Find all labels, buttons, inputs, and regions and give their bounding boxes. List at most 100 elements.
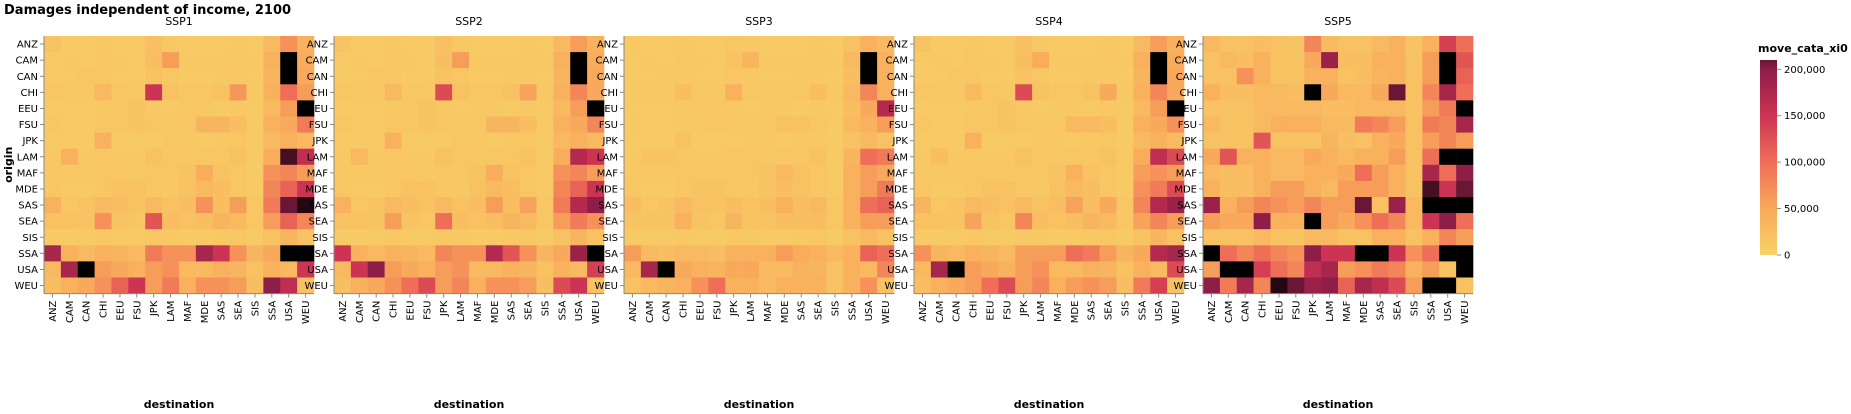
heatmap-cell	[930, 84, 949, 101]
heatmap-cell	[195, 52, 214, 69]
x-tick-label: JPK	[1308, 300, 1319, 317]
heatmap-cell	[418, 84, 436, 101]
heatmap-cell	[998, 68, 1016, 85]
heatmap-cell	[367, 148, 385, 166]
heatmap-cell	[60, 52, 79, 69]
heatmap-cell	[587, 132, 605, 149]
heatmap-cell	[469, 132, 487, 149]
heatmap-cell	[1321, 36, 1339, 53]
heatmap-cell	[111, 245, 129, 262]
panel-ssp1: SSP1 ANZ CAM CAN CHI EEU FSU JPK LAM MAF MDE SAS SEA…	[14, 15, 315, 411]
heatmap-cell	[128, 36, 146, 53]
heatmap-cell	[930, 68, 949, 85]
heatmap-cell	[1203, 52, 1221, 69]
heatmap-cell	[792, 100, 810, 117]
heatmap-cell	[1304, 245, 1322, 262]
heatmap-cell	[640, 100, 659, 117]
heatmap-cell	[60, 100, 79, 117]
x-tick-label: MAF	[1342, 300, 1353, 321]
heatmap-cell	[485, 213, 504, 230]
heatmap-cell	[1270, 36, 1288, 53]
heatmap-cell	[280, 68, 298, 85]
heatmap-cell	[350, 229, 369, 246]
heatmap-cell	[1082, 68, 1100, 85]
heatmap-cell	[860, 116, 878, 133]
heatmap-cell	[775, 213, 794, 230]
x-tick-label: LAM	[746, 301, 757, 322]
heatmap-cell	[1253, 261, 1271, 278]
heatmap-cell	[947, 116, 965, 133]
heatmap-cell	[384, 277, 402, 294]
heatmap-cell	[1099, 245, 1117, 262]
heatmap-cell	[367, 68, 385, 85]
legend-tick-label: 200,000	[1784, 65, 1825, 76]
heatmap-cell	[1253, 52, 1271, 69]
heatmap-cell	[1203, 277, 1221, 294]
heatmap-cell	[981, 148, 999, 166]
heatmap-cell	[1065, 245, 1084, 262]
heatmap-cell	[914, 68, 932, 85]
heatmap-cell	[964, 245, 982, 262]
heatmap-cell	[452, 116, 470, 133]
heatmap-cell	[1065, 180, 1084, 198]
heatmap-cell	[553, 261, 571, 278]
heatmap-cell	[179, 164, 197, 182]
heatmap-cell	[435, 116, 453, 133]
heatmap-cell	[145, 164, 163, 182]
heatmap-cell	[826, 148, 844, 166]
heatmap-cell	[1422, 213, 1440, 230]
x-tick-label: SIS	[1120, 301, 1131, 317]
heatmap-cell	[536, 229, 554, 246]
heatmap-cell	[280, 277, 298, 294]
heatmap-cell	[1354, 52, 1373, 69]
heatmap-cell	[297, 52, 315, 69]
heatmap-cell	[401, 229, 419, 246]
heatmap-cell	[930, 180, 949, 198]
heatmap-cell	[826, 100, 844, 117]
heatmap-cell	[570, 213, 588, 230]
heatmap-cell	[1236, 116, 1254, 133]
heatmap-cell	[843, 116, 861, 133]
heatmap-cell	[775, 36, 794, 53]
heatmap-cell	[1032, 116, 1050, 133]
heatmap-cell	[1405, 245, 1423, 262]
x-tick-label: CHI	[969, 301, 980, 318]
heatmap-cell	[1253, 213, 1271, 230]
heatmap-cell	[60, 132, 79, 149]
heatmap-cell	[570, 68, 588, 85]
heatmap-cell	[624, 100, 642, 117]
heatmap-cell	[1203, 213, 1221, 230]
heatmap-cell	[843, 180, 861, 198]
heatmap-cell	[162, 68, 180, 85]
heatmap-cell	[1422, 261, 1440, 278]
heatmap-cell	[44, 84, 62, 101]
heatmap-cell	[759, 84, 777, 101]
heatmap-cell	[1167, 148, 1185, 166]
heatmap-cell	[111, 132, 129, 149]
heatmap-cell	[435, 213, 453, 230]
heatmap-cell	[60, 261, 79, 278]
heatmap-cell	[998, 245, 1016, 262]
heatmap-cell	[195, 116, 214, 133]
heatmap-cell	[145, 229, 163, 246]
y-tick-label: JPK	[21, 136, 38, 147]
heatmap-cell	[674, 277, 692, 294]
heatmap-cell	[674, 52, 692, 69]
heatmap-cell	[1116, 68, 1134, 85]
heatmap-cell	[1032, 36, 1050, 53]
heatmap-cell	[792, 52, 810, 69]
heatmap-cell	[843, 229, 861, 246]
heatmap-cell	[384, 180, 402, 198]
heatmap-cell	[263, 261, 281, 278]
heatmap-cell	[350, 116, 369, 133]
heatmap-cell	[860, 164, 878, 182]
heatmap-cell	[657, 148, 675, 166]
heatmap-cell	[964, 36, 982, 53]
heatmap-cell	[691, 213, 709, 230]
heatmap-cell	[1099, 277, 1117, 294]
heatmap-cell	[1015, 116, 1033, 133]
heatmap-cell	[1304, 36, 1322, 53]
heatmap-cell	[1270, 245, 1288, 262]
x-tick-label: SEA	[234, 300, 245, 320]
heatmap-cell	[1270, 164, 1288, 182]
